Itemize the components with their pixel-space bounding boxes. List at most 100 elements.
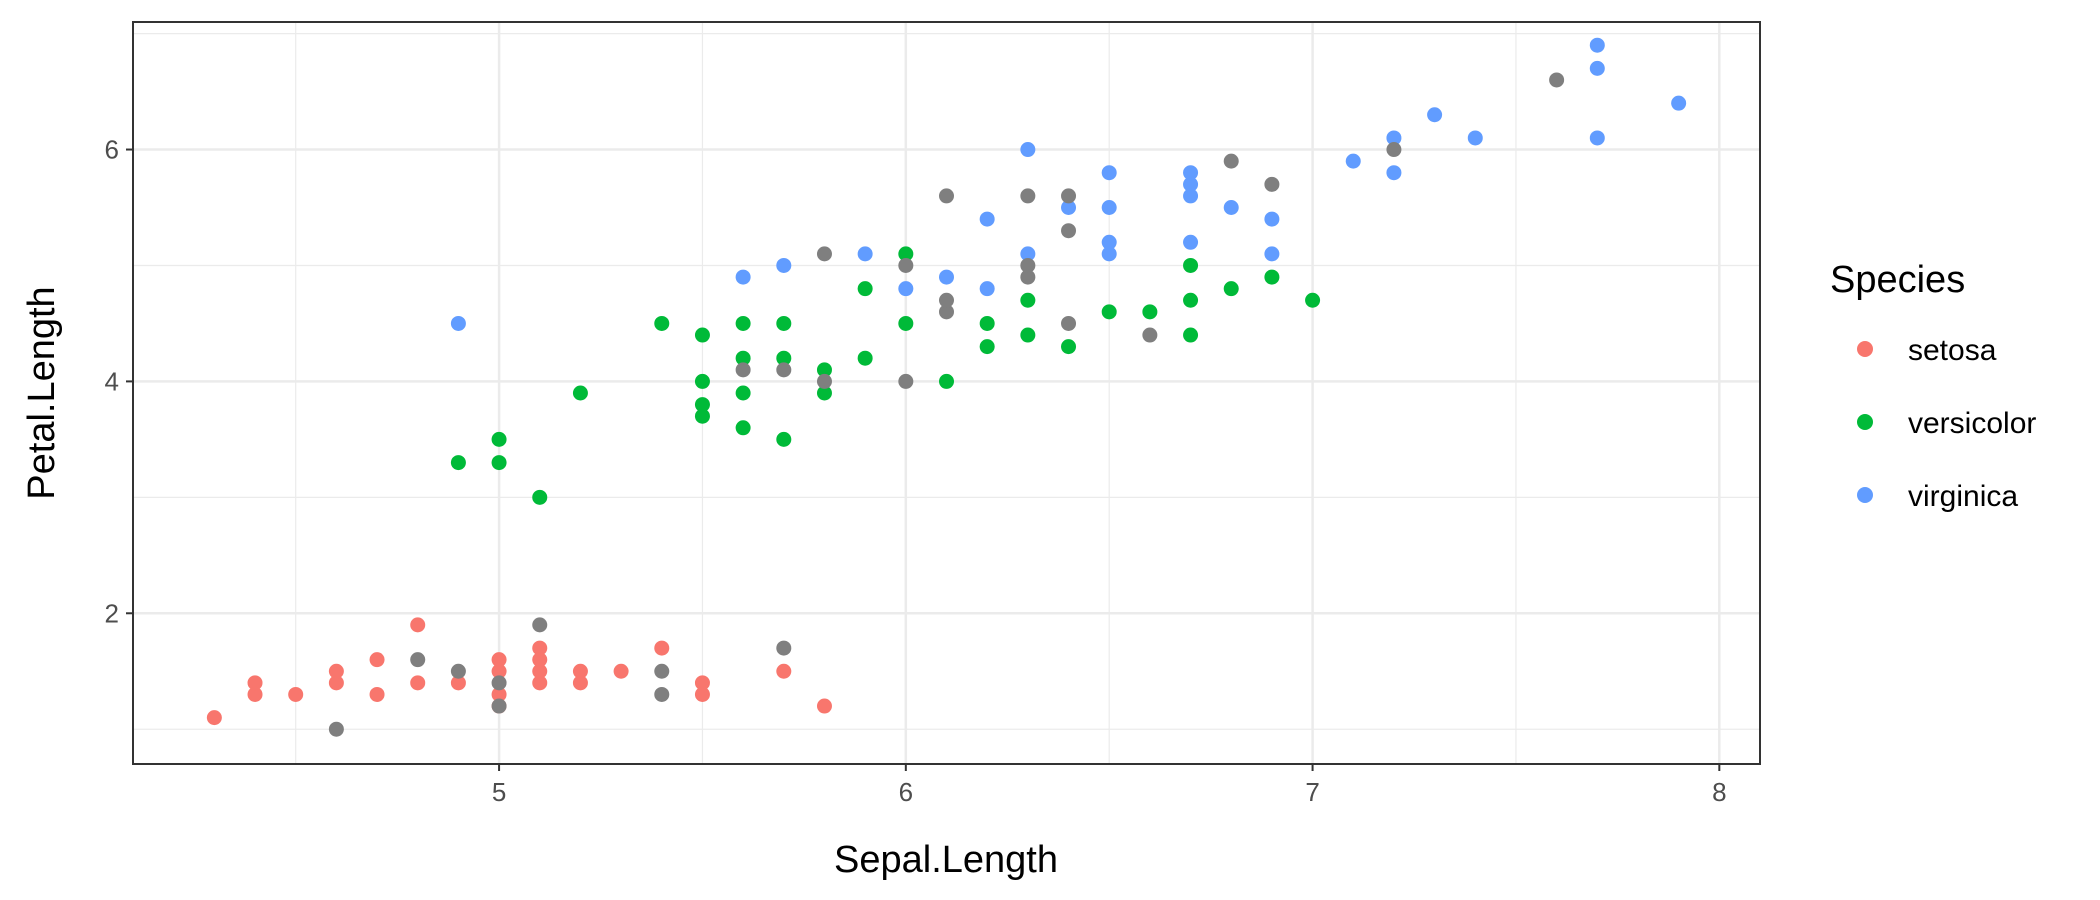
point-versicolor: [776, 350, 792, 366]
point-virginica: [1101, 165, 1117, 181]
legend-key-setosa: [1857, 341, 1873, 357]
point-na: [1223, 153, 1239, 169]
point-setosa: [206, 710, 222, 726]
point-setosa: [410, 617, 426, 633]
point-virginica: [1061, 200, 1077, 215]
point-virginica: [1264, 211, 1280, 227]
legend-title: Species: [1830, 259, 1965, 301]
point-setosa: [613, 663, 629, 679]
point-virginica: [1101, 200, 1117, 215]
point-virginica: [1264, 246, 1280, 262]
point-versicolor: [694, 373, 710, 389]
point-na: [1020, 269, 1036, 285]
point-virginica: [776, 257, 792, 273]
legend-label-versicolor: versicolor: [1908, 407, 2036, 440]
point-virginica: [1183, 165, 1199, 181]
x-tick-label: 8: [1712, 777, 1726, 807]
point-virginica: [1183, 176, 1199, 192]
minor-gridlines: [133, 22, 1760, 764]
point-virginica: [1020, 246, 1036, 262]
point-versicolor: [735, 420, 751, 436]
point-na: [410, 652, 426, 668]
point-setosa: [247, 675, 263, 691]
point-setosa: [450, 675, 466, 691]
point-na: [654, 663, 670, 679]
point-setosa: [572, 675, 588, 691]
x-axis-ticks: 5 6 7 8: [492, 764, 1727, 807]
point-versicolor: [1264, 269, 1280, 285]
point-virginica: [1101, 234, 1117, 250]
point-virginica: [1223, 200, 1239, 215]
plot-panel-background: [133, 22, 1760, 764]
point-na: [1549, 72, 1565, 88]
point-virginica: [1183, 188, 1199, 204]
point-virginica: [1467, 130, 1483, 146]
point-setosa: [694, 686, 710, 702]
point-virginica: [1589, 37, 1605, 53]
point-versicolor: [1101, 304, 1117, 320]
point-setosa: [369, 686, 385, 702]
point-na: [1020, 257, 1036, 273]
point-setosa: [491, 652, 507, 668]
point-versicolor: [735, 385, 751, 401]
point-setosa: [532, 663, 548, 679]
point-versicolor: [1223, 281, 1239, 297]
y-tick-label: 4: [105, 366, 119, 396]
y-tick-label: 2: [105, 598, 119, 628]
point-na: [816, 373, 832, 389]
point-versicolor: [1020, 292, 1036, 308]
point-versicolor: [735, 315, 751, 331]
point-na: [1386, 142, 1402, 158]
point-na: [939, 188, 954, 204]
point-setosa: [369, 652, 385, 668]
point-virginica: [939, 269, 954, 285]
point-versicolor: [857, 350, 873, 366]
point-versicolor: [816, 385, 832, 401]
point-virginica: [979, 211, 995, 227]
point-virginica: [1589, 130, 1605, 146]
point-virginica: [1345, 153, 1361, 169]
x-tick-label: 6: [899, 777, 913, 807]
point-versicolor: [654, 315, 670, 331]
legend-key-versicolor: [1857, 414, 1873, 430]
legend-label-setosa: setosa: [1908, 334, 1997, 367]
point-versicolor: [816, 362, 832, 378]
point-versicolor: [694, 397, 710, 413]
point-versicolor: [1061, 339, 1077, 355]
point-na: [1061, 315, 1077, 331]
point-setosa: [654, 640, 670, 656]
point-virginica: [857, 246, 873, 262]
legend-label-virginica: virginica: [1908, 480, 2018, 513]
point-setosa: [328, 663, 344, 679]
point-versicolor: [776, 431, 792, 447]
point-na: [491, 698, 507, 714]
x-tick-label: 7: [1305, 777, 1319, 807]
point-versicolor: [898, 315, 914, 331]
point-versicolor: [1142, 304, 1158, 320]
point-setosa: [410, 675, 426, 691]
point-na: [1142, 327, 1158, 343]
x-tick-label: 5: [492, 777, 506, 807]
plot-panel-border: [132, 21, 1761, 765]
point-setosa: [532, 640, 548, 656]
legend: Species setosa versicolor virginica: [1830, 259, 2036, 513]
point-versicolor: [491, 431, 507, 447]
point-setosa: [328, 675, 344, 691]
point-virginica: [1427, 107, 1443, 123]
point-na: [898, 257, 914, 273]
point-versicolor: [776, 315, 792, 331]
point-virginica: [979, 281, 995, 297]
point-na: [816, 246, 832, 262]
point-virginica: [1386, 165, 1402, 181]
legend-key-virginica: [1857, 487, 1873, 503]
point-versicolor: [572, 385, 588, 401]
point-virginica: [1386, 130, 1402, 146]
point-setosa: [532, 652, 548, 668]
point-versicolor: [532, 489, 548, 505]
point-virginica: [1101, 246, 1117, 262]
point-na: [939, 292, 954, 308]
point-versicolor: [1305, 292, 1321, 308]
point-virginica: [735, 269, 751, 285]
point-na: [735, 362, 751, 378]
point-setosa: [491, 663, 507, 679]
